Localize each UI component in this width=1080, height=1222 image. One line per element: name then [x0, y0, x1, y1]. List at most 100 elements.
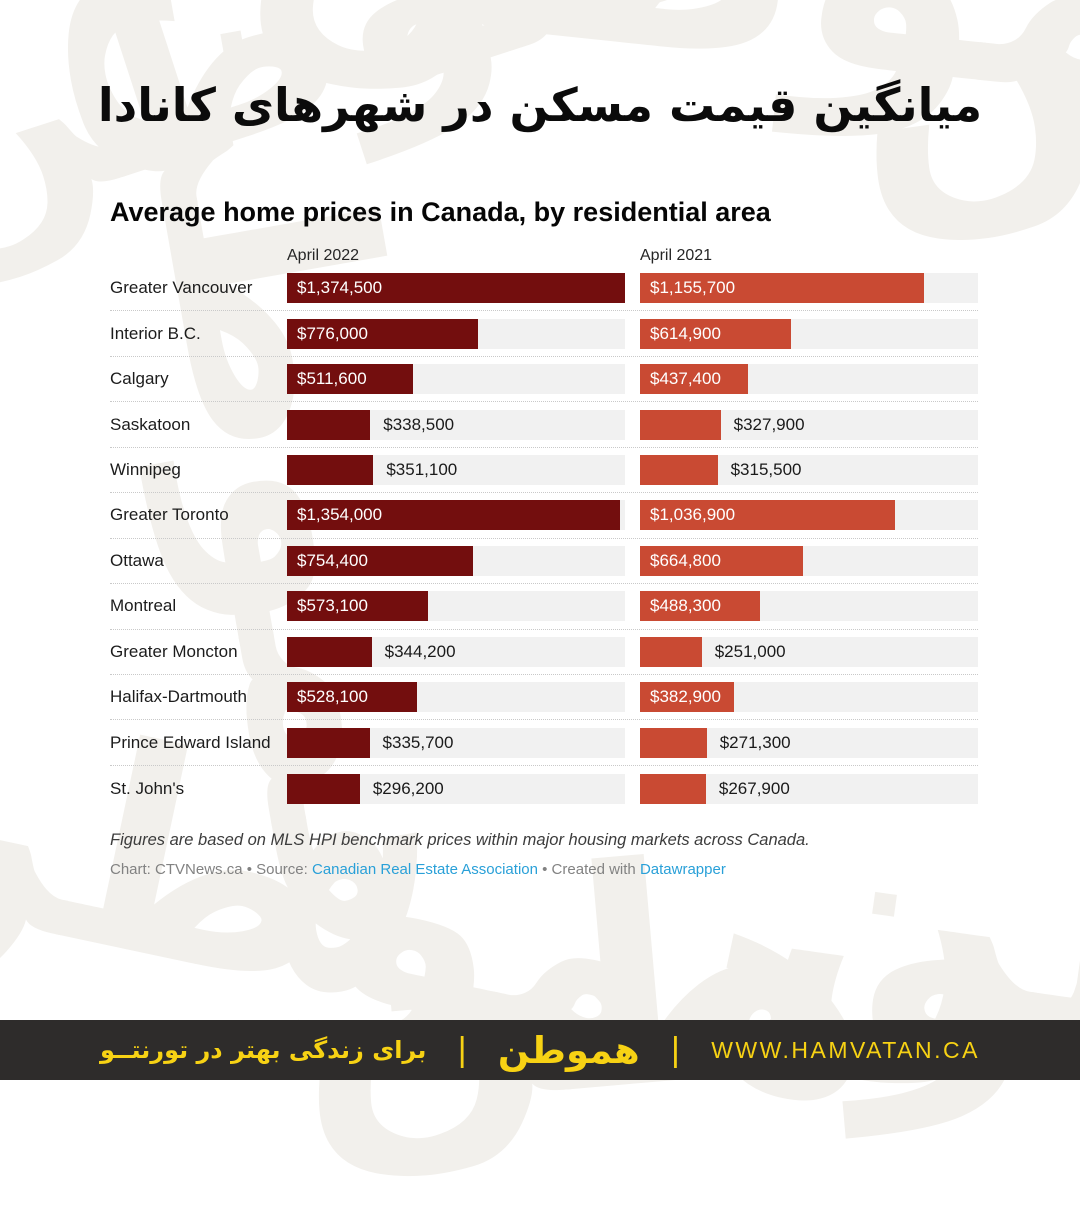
- bar-2021: [640, 454, 718, 485]
- bar-2021: $437,400: [640, 364, 748, 395]
- bar-track-2022: $344,200: [287, 636, 625, 667]
- region-label: Saskatoon: [110, 414, 191, 434]
- footer-divider: |: [457, 1031, 467, 1069]
- value-label-2021: $271,300: [719, 732, 791, 752]
- col-header-april-2022: April 2022: [287, 247, 360, 264]
- bar-track-2021: $614,900: [640, 318, 978, 349]
- footer-logo: هموطن: [497, 1028, 640, 1072]
- bar-2022: [287, 454, 374, 485]
- region-label: Halifax-Dartmouth: [110, 687, 247, 707]
- table-row: Winnipeg $351,100 $315,500: [110, 448, 978, 494]
- bar-track-2021: $1,155,700: [640, 273, 978, 304]
- value-label-2021: $614,900: [650, 323, 721, 343]
- value-label-2021: $1,036,900: [650, 505, 736, 525]
- table-row: Greater Moncton $344,200 $251,000: [110, 630, 978, 675]
- region-label: Greater Moncton: [110, 641, 238, 661]
- bar-2021: $488,300: [640, 591, 761, 622]
- value-label-2022: $1,354,000: [297, 505, 383, 525]
- chart-title: Average home prices in Canada, by reside…: [110, 197, 771, 227]
- footer-divider: |: [671, 1031, 680, 1069]
- bar-2021: [640, 727, 707, 758]
- bar-2022: [287, 773, 360, 804]
- bar-track-2021: $327,900: [640, 409, 978, 440]
- bar-2021: $382,900: [640, 682, 735, 713]
- bar-2022: [287, 636, 372, 667]
- table-row: Greater Toronto $1,354,000 $1,036,900: [110, 493, 978, 539]
- bar-track-2022: $338,500: [287, 409, 625, 440]
- bar-track-2021: $267,900: [640, 773, 978, 804]
- bar-track-2022: $776,000: [287, 318, 625, 349]
- table-row: St. John's $296,200 $267,900: [110, 766, 978, 811]
- bar-2022: $1,374,500: [287, 273, 625, 304]
- bar-2022: $754,400: [287, 545, 473, 576]
- region-label: Winnipeg: [110, 459, 181, 479]
- table-row: Prince Edward Island $335,700 $271,300: [110, 720, 978, 766]
- bar-track-2022: $528,100: [287, 682, 625, 713]
- bar-2022: [287, 409, 371, 440]
- value-label-2022: $335,700: [382, 732, 454, 752]
- bar-track-2021: $382,900: [640, 682, 978, 713]
- region-label: Greater Toronto: [110, 505, 229, 525]
- bar-track-2021: $437,400: [640, 364, 978, 395]
- bar-2022: $528,100: [287, 682, 417, 713]
- value-label-2021: $664,800: [650, 550, 721, 570]
- bar-2021: [640, 773, 706, 804]
- datawrapper-link[interactable]: Datawrapper: [639, 861, 726, 878]
- region-label: Interior B.C.: [110, 323, 201, 343]
- value-label-2022: $776,000: [297, 323, 368, 343]
- bar-track-2022: $296,200: [287, 773, 625, 804]
- region-label: Greater Vancouver: [110, 278, 253, 298]
- bar-2021: $664,800: [640, 545, 804, 576]
- credit-text-1: Chart: CTVNews.ca • Source:: [110, 861, 312, 878]
- value-label-2021: $437,400: [650, 369, 721, 389]
- bar-track-2022: $573,100: [287, 591, 625, 622]
- bar-2022: $573,100: [287, 591, 428, 622]
- bar-chart: Greater Vancouver $1,374,500 $1,155,700 …: [110, 266, 978, 811]
- region-label: Montreal: [110, 596, 177, 616]
- value-label-2021: $1,155,700: [650, 278, 736, 298]
- region-label: Prince Edward Island: [110, 732, 271, 752]
- value-label-2022: $351,100: [386, 459, 458, 479]
- bar-track-2021: $251,000: [640, 636, 978, 667]
- chart-credit: Chart: CTVNews.ca • Source: Canadian Rea…: [110, 861, 726, 878]
- bar-track-2022: $1,354,000: [287, 500, 625, 531]
- chart-footnote: Figures are based on MLS HPI benchmark p…: [110, 831, 810, 849]
- bar-2021: $1,036,900: [640, 500, 895, 531]
- bar-2022: $511,600: [287, 364, 413, 395]
- bar-track-2022: $335,700: [287, 727, 625, 758]
- bar-track-2021: $488,300: [640, 591, 978, 622]
- value-label-2022: $528,100: [297, 687, 368, 707]
- bar-track-2021: $271,300: [640, 727, 978, 758]
- bar-track-2022: $1,374,500: [287, 273, 625, 304]
- value-label-2021: $488,300: [650, 596, 721, 616]
- value-label-2022: $754,400: [297, 550, 368, 570]
- col-header-april-2021: April 2021: [640, 247, 713, 264]
- footer-url[interactable]: WWW.HAMVATAN.CA: [711, 1036, 980, 1063]
- table-row: Saskatoon $338,500 $327,900: [110, 402, 978, 448]
- region-label: Ottawa: [110, 550, 164, 570]
- value-label-2021: $382,900: [650, 687, 721, 707]
- bar-track-2022: $511,600: [287, 364, 625, 395]
- source-link[interactable]: Canadian Real Estate Association: [311, 861, 538, 878]
- table-row: Halifax-Dartmouth $528,100 $382,900: [110, 675, 978, 721]
- value-label-2021: $251,000: [714, 641, 786, 661]
- table-row: Calgary $511,600 $437,400: [110, 357, 978, 403]
- value-label-2022: $344,200: [384, 641, 456, 661]
- table-row: Greater Vancouver $1,374,500 $1,155,700: [110, 266, 978, 312]
- table-row: Ottawa $754,400 $664,800: [110, 539, 978, 585]
- bar-track-2021: $315,500: [640, 454, 978, 485]
- region-label: St. John's: [110, 778, 185, 798]
- value-label-2022: $573,100: [297, 596, 368, 616]
- footer-tagline: برای زندگی بهتر در تورنتــو: [100, 1036, 427, 1064]
- bar-2021: $1,155,700: [640, 273, 925, 304]
- persian-title: میانگین قیمت مسکن در شهرهای کانادا: [97, 78, 983, 132]
- footer-bar: برای زندگی بهتر در تورنتــو | هموطن | WW…: [0, 1020, 1080, 1080]
- table-row: Interior B.C. $776,000 $614,900: [110, 311, 978, 357]
- bar-2022: $1,354,000: [287, 500, 620, 531]
- credit-text-2: • Created with: [537, 861, 640, 878]
- value-label-2021: $327,900: [733, 414, 805, 434]
- value-label-2022: $1,374,500: [297, 278, 383, 298]
- bar-2022: [287, 727, 370, 758]
- value-label-2022: $511,600: [297, 369, 367, 389]
- bar-2021: [640, 636, 702, 667]
